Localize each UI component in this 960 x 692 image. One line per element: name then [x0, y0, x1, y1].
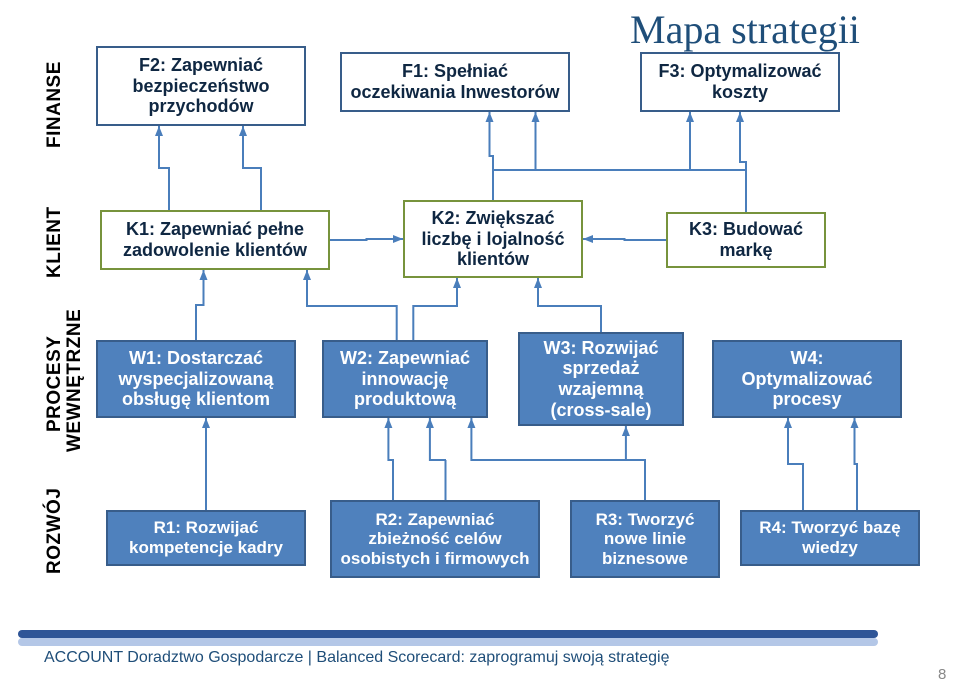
swimlane-label-finanse: FINANSE — [44, 61, 66, 148]
swimlane-label-procesy1: PROCESY — [44, 336, 66, 432]
box-f2: F2: Zapewniaćbezpieczeństwoprzychodów — [96, 46, 306, 126]
box-k1: K1: Zapewniać pełnezadowolenie klientów — [100, 210, 330, 270]
footer-track-1 — [18, 638, 878, 646]
diagram-root: { "title": { "text": "Mapa strategii", "… — [0, 0, 960, 692]
box-k3: K3: Budowaćmarkę — [666, 212, 826, 268]
box-w1: W1: Dostarczaćwyspecjalizowanąobsługę kl… — [96, 340, 296, 418]
swimlane-label-procesy2: WEWNĘTRZNE — [64, 309, 86, 452]
box-r3: R3: Tworzyćnowe liniebiznesowe — [570, 500, 720, 578]
box-f1: F1: Spełniaćoczekiwania Inwestorów — [340, 52, 570, 112]
box-w4: W4:Optymalizowaćprocesy — [712, 340, 902, 418]
box-f3: F3: Optymalizowaćkoszty — [640, 52, 840, 112]
box-k2: K2: Zwiększaćliczbę i lojalnośćklientów — [403, 200, 583, 278]
swimlane-label-rozwoj: ROZWÓJ — [44, 488, 66, 574]
box-w3: W3: Rozwijaćsprzedażwzajemną(cross-sale) — [518, 332, 684, 426]
box-r4: R4: Tworzyć bazęwiedzy — [740, 510, 920, 566]
box-r2: R2: Zapewniaćzbieżność celówosobistych i… — [330, 500, 540, 578]
box-w2: W2: Zapewniaćinnowacjęproduktową — [322, 340, 488, 418]
footer-track-0 — [18, 630, 878, 638]
footer-text: ACCOUNT Doradztwo Gospodarcze | Balanced… — [44, 649, 669, 667]
page-number: 8 — [938, 666, 946, 683]
swimlane-label-klient: KLIENT — [44, 206, 66, 278]
box-r1: R1: Rozwijaćkompetencje kadry — [106, 510, 306, 566]
page-title: Mapa strategii — [630, 6, 860, 53]
